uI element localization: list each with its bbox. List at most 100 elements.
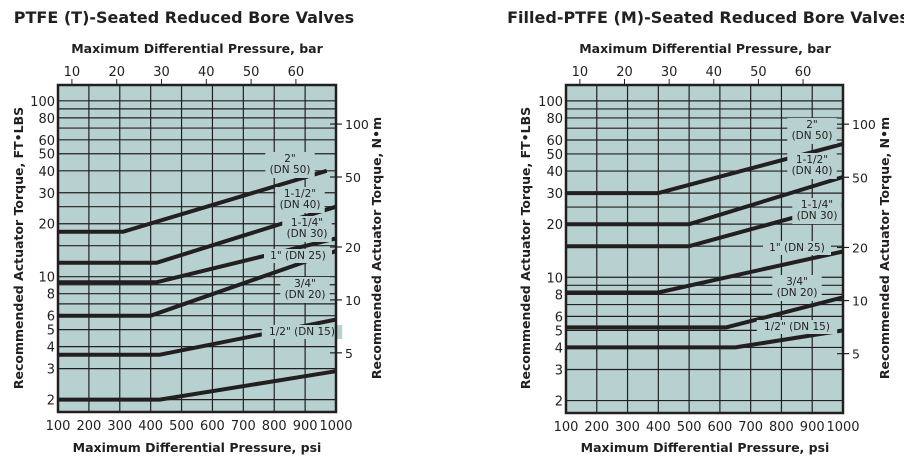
series-line <box>58 369 337 402</box>
left-axis-label: Recommended Actuator Torque, FT•LBS <box>518 107 533 389</box>
top-axis-label: Maximum Differential Pressure, bar <box>71 41 323 56</box>
series-label-bg <box>787 153 837 179</box>
series-label: (DN 50) <box>792 130 833 142</box>
series-label: 2" <box>806 119 818 131</box>
y-tick-label: 100 <box>30 95 55 110</box>
series-label: 1-1/2" <box>796 154 828 166</box>
y-tick-label: 2 <box>555 395 563 410</box>
x2-tick-label: 40 <box>198 65 215 80</box>
y-tick-label: 20 <box>546 218 563 233</box>
series-label: (DN 50) <box>270 164 311 176</box>
series-label: 1" (DN 25) <box>270 250 326 262</box>
series-label: 1" (DN 25) <box>769 242 825 254</box>
x-tick-label: 900 <box>800 420 825 435</box>
right-axis-label: Recommended Actuator Torque, N•m <box>877 117 892 379</box>
x-tick-label: 700 <box>231 419 256 434</box>
series-label: 1/2" (DN 15) <box>764 321 830 333</box>
x2-tick-label: 50 <box>750 65 767 80</box>
series-line <box>566 249 844 295</box>
x-tick-label: 600 <box>200 419 225 434</box>
y-tick-label: 4 <box>47 341 55 356</box>
chart-title: PTFE (T)-Seated Reduced Bore Valves <box>14 8 354 27</box>
series-label-bg <box>756 320 838 334</box>
series-line <box>58 249 337 318</box>
series-line <box>566 141 844 196</box>
series-label: (DN 30) <box>287 228 328 240</box>
series-line <box>566 328 844 350</box>
y-tick-label: 30 <box>38 187 55 202</box>
y-tick-label: 4 <box>555 341 563 356</box>
x-tick-label: 900 <box>293 419 318 434</box>
series-label: 1-1/4" <box>291 217 323 229</box>
x-tick-label: 800 <box>769 420 794 435</box>
series-label: 1-1/2" <box>284 188 316 200</box>
y-tick-label: 10 <box>546 271 563 286</box>
x-tick-label: 400 <box>138 419 163 434</box>
series-label-bg <box>265 152 315 178</box>
y2-tick-label: 10 <box>852 294 868 309</box>
right-axis-label: Recommended Actuator Torque, N•m <box>369 117 384 379</box>
chart-title: Filled-PTFE (M)-Seated Reduced Bore Valv… <box>507 8 904 27</box>
y-tick-label: 8 <box>555 288 563 303</box>
series-line <box>566 295 844 330</box>
x-tick-label: 100 <box>554 420 579 435</box>
series-line <box>566 202 844 249</box>
x-tick-label: 1000 <box>826 420 859 435</box>
y-tick-label: 40 <box>546 165 563 180</box>
y-tick-label: 8 <box>47 288 55 303</box>
y-tick-label: 30 <box>546 187 563 202</box>
y-tick-label: 3 <box>555 363 563 378</box>
series-label-bg <box>282 216 332 242</box>
series-line <box>566 175 844 227</box>
y-tick-label: 6 <box>47 310 55 325</box>
series-label-bg <box>275 187 325 213</box>
bottom-axis-label: Maximum Differential Pressure, psi <box>581 440 830 455</box>
series-label-bg <box>772 275 822 301</box>
x2-tick-label: 50 <box>243 65 260 80</box>
y-tick-label: 60 <box>38 134 55 149</box>
x-tick-label: 100 <box>46 419 71 434</box>
series-label: (DN 20) <box>777 287 818 299</box>
x-tick-label: 500 <box>169 419 194 434</box>
y-tick-label: 100 <box>538 95 563 110</box>
series-line <box>58 168 328 234</box>
plot-area: 2"(DN 50) 1-1/2"(DN 40) 1-1/4"(DN 30) 1" (D… <box>30 65 369 434</box>
y2-tick-label: 50 <box>852 170 868 185</box>
x-tick-label: 800 <box>262 419 287 434</box>
series-label: 3/4" <box>786 276 808 288</box>
y2-tick-label: 5 <box>852 347 860 362</box>
x-tick-label: 400 <box>646 420 671 435</box>
x-tick-label: 700 <box>738 420 763 435</box>
series-label: 2" <box>284 153 296 165</box>
series-label: 1/2" (DN 15) <box>269 326 335 338</box>
y-tick-label: 50 <box>38 148 55 163</box>
plot-area: 2"(DN 50) 1-1/2"(DN 40) 1-1/4"(DN 30) 1" (D… <box>538 65 876 435</box>
y-tick-label: 6 <box>555 310 563 325</box>
y2-tick-label: 100 <box>852 117 876 132</box>
y-tick-label: 80 <box>38 112 55 127</box>
x2-tick-label: 30 <box>153 65 170 80</box>
plot-frame <box>56 83 338 414</box>
y-tick-label: 5 <box>47 324 55 339</box>
y-tick-label: 50 <box>546 148 563 163</box>
series-label: (DN 20) <box>285 289 326 301</box>
series-label: (DN 30) <box>797 210 838 222</box>
y-tick-label: 2 <box>47 394 55 409</box>
y2-tick-label: 50 <box>345 170 361 185</box>
plot-frame <box>564 83 845 415</box>
x-tick-label: 200 <box>584 420 609 435</box>
x2-tick-label: 40 <box>706 65 723 80</box>
y2-tick-label: 20 <box>345 240 361 255</box>
x-tick-label: 500 <box>677 420 702 435</box>
y2-tick-label: 5 <box>345 346 353 361</box>
series-label-bg <box>787 118 837 144</box>
x2-tick-label: 60 <box>795 65 812 80</box>
left-axis-label: Recommended Actuator Torque, FT•LBS <box>11 107 26 389</box>
chart-ptfe-t-seated: PTFE (T)-Seated Reduced Bore Valves Maxi… <box>11 8 384 455</box>
y-tick-label: 5 <box>555 324 563 339</box>
x2-tick-label: 30 <box>661 65 678 80</box>
x2-tick-label: 10 <box>572 65 589 80</box>
y-tick-label: 20 <box>38 218 55 233</box>
y-tick-label: 80 <box>546 112 563 127</box>
